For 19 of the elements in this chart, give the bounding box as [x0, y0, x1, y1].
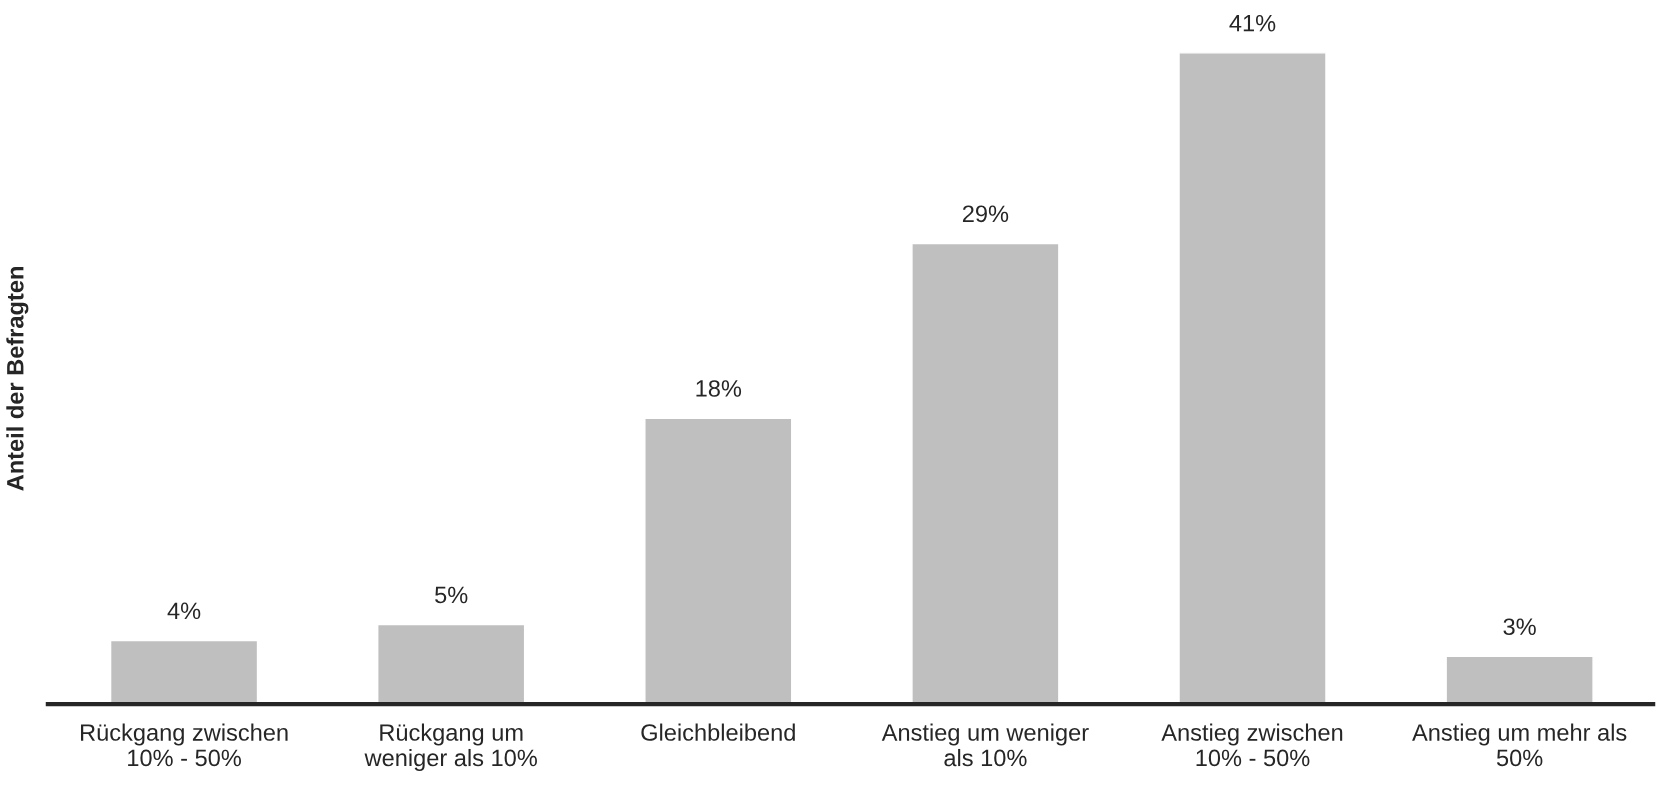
- x-tick-label: Anstieg um weniger als 10%: [881, 723, 1089, 767]
- bar: [1178, 52, 1327, 705]
- x-tick-label: Anstieg um mehr als 50%: [1412, 723, 1627, 767]
- data-label: 3%: [1503, 618, 1536, 636]
- bar: [911, 242, 1060, 705]
- data-label: 41%: [1229, 14, 1276, 32]
- bar: [644, 417, 793, 705]
- x-tick-label: Gleichbleibend: [641, 723, 795, 741]
- y-axis-title: Anteil der Befragten: [6, 267, 29, 491]
- data-label: 29%: [962, 205, 1009, 223]
- x-tick-label: Anstieg zwischen 10% - 50%: [1161, 723, 1343, 767]
- bar: [1445, 655, 1594, 705]
- data-label: 18%: [696, 380, 742, 397]
- bar: [377, 623, 526, 705]
- bar: [109, 639, 259, 705]
- x-tick-label: Rückgang um weniger als 10%: [364, 723, 537, 771]
- data-label: 4%: [167, 602, 201, 620]
- data-label: 5%: [435, 586, 468, 604]
- x-tick-label: Rückgang zwischen 10% - 50%: [81, 723, 288, 767]
